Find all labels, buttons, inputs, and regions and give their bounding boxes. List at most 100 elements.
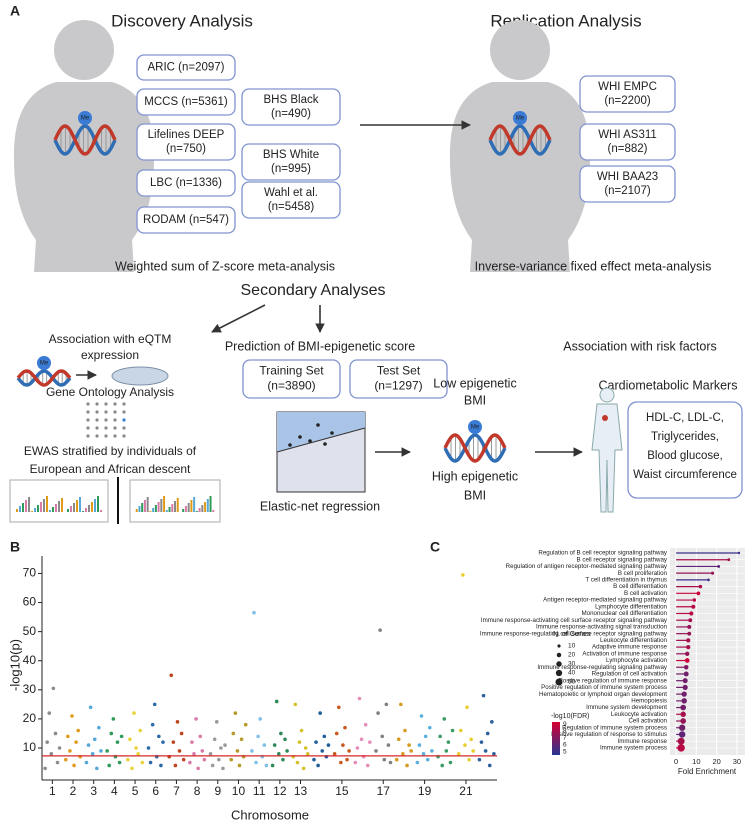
snp-point (417, 743, 422, 747)
ontology-node (104, 434, 108, 438)
snp-point (173, 763, 178, 768)
snp-point (388, 760, 393, 765)
snp-point (63, 757, 68, 762)
ontology-node (104, 410, 108, 414)
snp-point (485, 731, 490, 736)
x-tick-label: 1 (49, 784, 56, 798)
category-label: Cell activation (628, 718, 667, 725)
box-text: Training Set (259, 364, 324, 378)
y-tick-label: 30 (23, 682, 37, 696)
snp-point (295, 760, 300, 765)
snp-point (492, 752, 496, 756)
legend-title: N. of Genes (553, 631, 591, 638)
snp-point (194, 717, 198, 721)
snp-point (386, 743, 391, 747)
x-axis-label: Fold Enrichment (678, 767, 737, 776)
snp-point (140, 760, 145, 765)
snp-point (270, 763, 275, 768)
legend-label: 50 (568, 679, 576, 686)
ontology-node (86, 426, 90, 430)
snp-point (134, 746, 138, 750)
methyl-label: Me (81, 116, 90, 122)
snp-point (250, 749, 254, 753)
snp-point (92, 737, 97, 742)
dna-strand (488, 124, 552, 156)
snp-point (136, 752, 140, 756)
box-text: WHI BAA23 (597, 171, 658, 183)
snp-point (76, 728, 80, 733)
box-text: BHS Black (264, 94, 319, 106)
regression-point (288, 443, 292, 447)
category-label: Regulation of immune system process (562, 724, 667, 731)
lollipop-head (707, 578, 710, 582)
lollipop-head (698, 584, 703, 589)
snp-point (343, 725, 347, 730)
category-label: Immune response-regulating signaling pat… (537, 664, 668, 671)
legend-label: 20 (568, 652, 576, 659)
cohort-box (241, 143, 341, 181)
x-tick-label: 21 (459, 784, 473, 798)
snp-point (70, 714, 74, 718)
snp-point (223, 743, 227, 747)
snp-point (192, 752, 196, 756)
snp-point (150, 722, 155, 727)
snp-point (283, 737, 287, 742)
lollipop-head (685, 651, 690, 656)
legend-label: 7 (563, 735, 567, 742)
human-head (599, 387, 615, 403)
snp-point (490, 720, 494, 724)
size-key (555, 669, 563, 677)
snp-point (66, 734, 70, 739)
snp-point (190, 740, 194, 744)
regression-line (276, 427, 366, 453)
snp-point (318, 711, 322, 715)
ontology-node (86, 402, 90, 406)
snp-point (159, 763, 163, 768)
ontology-node (122, 410, 126, 414)
lollipop-head (677, 737, 685, 745)
snp-point (99, 749, 103, 753)
x-tick-label: 7 (173, 784, 180, 798)
x-tick-label: 15 (335, 784, 349, 798)
snp-point (126, 757, 130, 762)
snp-point (407, 743, 411, 747)
methyl-label: Me (516, 116, 525, 122)
lollipop-head (696, 591, 701, 596)
snp-point (72, 763, 76, 768)
cohort-box (579, 165, 676, 203)
snp-point (332, 752, 337, 756)
snp-point (394, 757, 399, 762)
legend-label: 10 (568, 643, 576, 650)
regression-point (323, 442, 327, 446)
snp-point (285, 749, 289, 753)
y-tick-label: 70 (23, 566, 37, 580)
y-tick-label: 60 (23, 595, 37, 609)
label: Association with eQTM (49, 332, 172, 346)
protein-icon (111, 366, 169, 386)
category-label: Hemopoiesis (631, 697, 667, 704)
cohort-box (136, 206, 236, 234)
snp-point (45, 740, 49, 744)
snp-point (305, 752, 310, 756)
silhouette-head (490, 20, 550, 80)
box-text: WHI AS311 (598, 129, 657, 141)
snp-point (161, 740, 165, 744)
dna-strand (53, 124, 117, 156)
ontology-node (86, 434, 90, 438)
box-text: Wahl et al. (264, 187, 318, 199)
ontology-node (95, 434, 99, 438)
category-label: Immune response (617, 738, 667, 745)
lollipop-head (682, 684, 688, 690)
y-tick-label: 10 (23, 740, 37, 754)
methyl-group (468, 420, 482, 434)
ontology-node (113, 426, 117, 430)
snp-point (277, 752, 281, 756)
ontology-node (104, 418, 108, 422)
snp-point (442, 717, 447, 721)
y-axis-label: -log10(p) (7, 639, 22, 691)
snp-point (177, 749, 182, 753)
section-title: Secondary Analyses (241, 282, 386, 299)
snp-point (235, 749, 240, 753)
box-text: (n=490) (271, 108, 311, 120)
